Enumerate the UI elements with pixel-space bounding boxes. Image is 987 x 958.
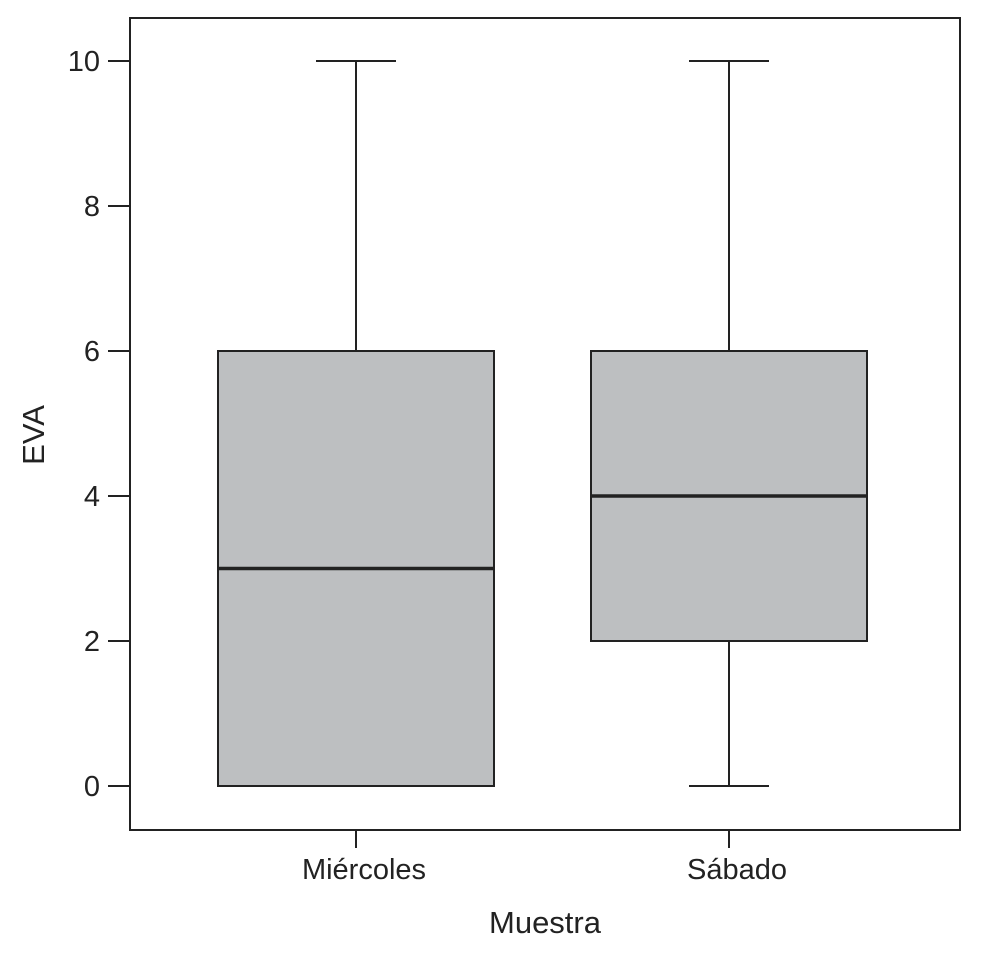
y-axis-title: EVA xyxy=(16,405,51,465)
x-tick-label: Miércoles xyxy=(302,854,426,886)
y-tick-label: 10 xyxy=(68,46,100,78)
y-tick-label: 0 xyxy=(84,771,100,803)
box-1 xyxy=(217,60,495,787)
x-axis-title: Muestra xyxy=(489,905,602,940)
box-2 xyxy=(590,60,868,787)
y-tick-label: 4 xyxy=(84,481,100,513)
y-tick-label: 8 xyxy=(84,191,100,223)
y-tick-label: 2 xyxy=(84,626,100,658)
y-axis-ticks: 0 2 4 6 8 10 xyxy=(68,46,130,803)
x-axis-ticks: Miércoles Sábado xyxy=(302,830,787,886)
y-tick-label: 6 xyxy=(84,336,100,368)
boxes-layer xyxy=(217,60,868,787)
plot-frame xyxy=(129,17,961,831)
x-tick-label: Sábado xyxy=(687,854,787,886)
